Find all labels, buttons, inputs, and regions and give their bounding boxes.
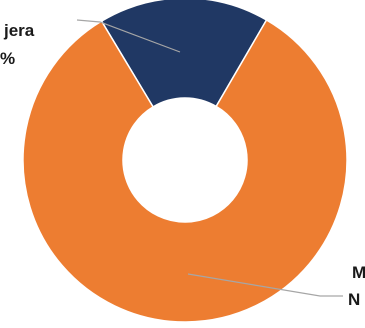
slice-label-large-line1: M: [352, 263, 365, 282]
donut-slice-0: [100, 0, 268, 108]
donut-slice-1: [22, 18, 348, 323]
slice-label-large-line2: N: [348, 290, 361, 309]
slice-label-small-line1: jera: [4, 21, 35, 40]
leader-line-small-slice: [76, 19, 181, 53]
slice-label-small-line2: %: [0, 49, 16, 68]
leader-line-large-slice: [187, 273, 343, 297]
donut-slices: [22, 0, 348, 323]
